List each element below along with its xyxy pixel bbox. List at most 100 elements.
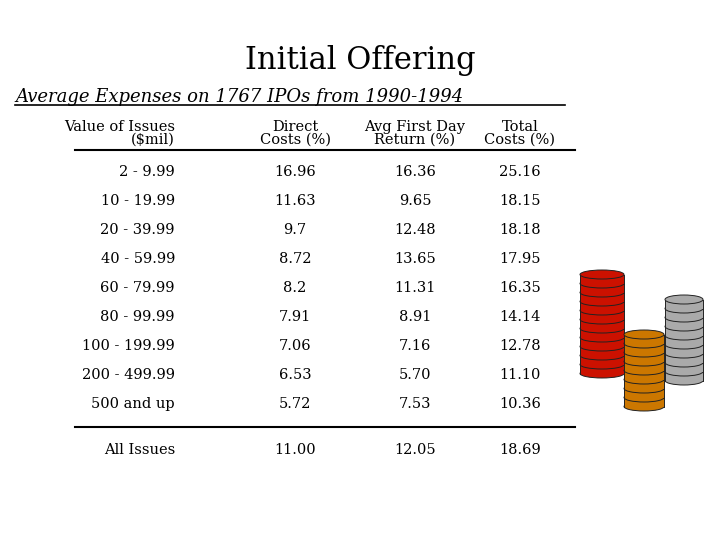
Ellipse shape bbox=[580, 306, 624, 315]
Text: 5.72: 5.72 bbox=[279, 397, 311, 411]
Ellipse shape bbox=[665, 367, 703, 376]
Bar bbox=[665, 335, 703, 345]
Ellipse shape bbox=[624, 402, 664, 411]
Text: 14.14: 14.14 bbox=[499, 310, 541, 324]
Text: 9.65: 9.65 bbox=[399, 194, 431, 208]
Text: 7.91: 7.91 bbox=[279, 310, 311, 324]
Bar bbox=[624, 353, 664, 361]
Text: 7.06: 7.06 bbox=[279, 339, 311, 353]
Bar bbox=[580, 328, 624, 338]
Text: Avg First Day: Avg First Day bbox=[364, 120, 466, 134]
Ellipse shape bbox=[624, 384, 664, 393]
Bar bbox=[665, 354, 703, 362]
Ellipse shape bbox=[624, 375, 664, 384]
Text: 11.10: 11.10 bbox=[499, 368, 541, 382]
Ellipse shape bbox=[580, 324, 624, 333]
Text: 18.15: 18.15 bbox=[499, 194, 541, 208]
Bar bbox=[624, 361, 664, 370]
Text: 12.05: 12.05 bbox=[394, 443, 436, 457]
Bar bbox=[665, 300, 703, 308]
Ellipse shape bbox=[580, 369, 624, 378]
Ellipse shape bbox=[665, 349, 703, 358]
Text: 5.70: 5.70 bbox=[399, 368, 431, 382]
Text: Direct: Direct bbox=[272, 120, 318, 134]
Ellipse shape bbox=[580, 279, 624, 288]
Bar bbox=[665, 372, 703, 381]
Text: 8.2: 8.2 bbox=[284, 281, 307, 295]
Ellipse shape bbox=[580, 360, 624, 369]
Bar bbox=[580, 301, 624, 310]
Text: 80 - 99.99: 80 - 99.99 bbox=[101, 310, 175, 324]
Text: 11.63: 11.63 bbox=[274, 194, 316, 208]
Text: 9.7: 9.7 bbox=[284, 223, 307, 237]
Bar bbox=[580, 310, 624, 320]
Text: 6.53: 6.53 bbox=[279, 368, 311, 382]
Bar bbox=[624, 397, 664, 407]
Text: 10.36: 10.36 bbox=[499, 397, 541, 411]
Ellipse shape bbox=[624, 366, 664, 375]
Text: 16.35: 16.35 bbox=[499, 281, 541, 295]
Bar bbox=[580, 293, 624, 301]
Bar bbox=[665, 362, 703, 372]
Text: 16.36: 16.36 bbox=[394, 165, 436, 179]
Text: 12.48: 12.48 bbox=[394, 223, 436, 237]
Ellipse shape bbox=[624, 357, 664, 366]
Ellipse shape bbox=[580, 288, 624, 297]
Text: 13.65: 13.65 bbox=[394, 252, 436, 266]
Text: 11.31: 11.31 bbox=[395, 281, 436, 295]
Text: 7.16: 7.16 bbox=[399, 339, 431, 353]
Ellipse shape bbox=[665, 331, 703, 340]
Text: 7.53: 7.53 bbox=[399, 397, 431, 411]
Bar bbox=[580, 320, 624, 328]
Text: 16.96: 16.96 bbox=[274, 165, 316, 179]
Text: Return (%): Return (%) bbox=[374, 133, 456, 147]
Ellipse shape bbox=[665, 340, 703, 349]
Text: 17.95: 17.95 bbox=[499, 252, 541, 266]
Text: Average Expenses on 1767 IPOs from 1990-1994: Average Expenses on 1767 IPOs from 1990-… bbox=[15, 88, 463, 106]
Ellipse shape bbox=[580, 270, 624, 279]
Ellipse shape bbox=[665, 313, 703, 322]
Bar bbox=[665, 318, 703, 327]
Ellipse shape bbox=[624, 393, 664, 402]
Text: Total: Total bbox=[502, 120, 539, 134]
Text: 25.16: 25.16 bbox=[499, 165, 541, 179]
Ellipse shape bbox=[580, 315, 624, 324]
Ellipse shape bbox=[665, 295, 703, 304]
Text: 60 - 79.99: 60 - 79.99 bbox=[101, 281, 175, 295]
Text: Costs (%): Costs (%) bbox=[485, 133, 556, 147]
Bar bbox=[580, 338, 624, 347]
Text: 12.78: 12.78 bbox=[499, 339, 541, 353]
Text: 11.00: 11.00 bbox=[274, 443, 316, 457]
Bar bbox=[665, 345, 703, 354]
Ellipse shape bbox=[624, 348, 664, 357]
Text: 20 - 39.99: 20 - 39.99 bbox=[101, 223, 175, 237]
Ellipse shape bbox=[580, 297, 624, 306]
Text: ($mil): ($mil) bbox=[131, 133, 175, 147]
Ellipse shape bbox=[665, 322, 703, 331]
Text: Costs (%): Costs (%) bbox=[259, 133, 330, 147]
Ellipse shape bbox=[665, 304, 703, 313]
Text: 18.69: 18.69 bbox=[499, 443, 541, 457]
Ellipse shape bbox=[665, 358, 703, 367]
Text: 8.91: 8.91 bbox=[399, 310, 431, 324]
Text: 100 - 199.99: 100 - 199.99 bbox=[82, 339, 175, 353]
Text: 500 and up: 500 and up bbox=[91, 397, 175, 411]
Bar bbox=[665, 327, 703, 335]
Bar bbox=[580, 274, 624, 284]
Ellipse shape bbox=[580, 342, 624, 351]
Bar bbox=[624, 388, 664, 397]
Bar bbox=[624, 380, 664, 388]
Text: Value of Issues: Value of Issues bbox=[64, 120, 175, 134]
Bar bbox=[624, 334, 664, 343]
Bar bbox=[580, 355, 624, 364]
Bar bbox=[624, 370, 664, 380]
Text: 200 - 499.99: 200 - 499.99 bbox=[82, 368, 175, 382]
Text: 40 - 59.99: 40 - 59.99 bbox=[101, 252, 175, 266]
Ellipse shape bbox=[580, 351, 624, 360]
Ellipse shape bbox=[624, 339, 664, 348]
Text: All Issues: All Issues bbox=[104, 443, 175, 457]
Text: 2 - 9.99: 2 - 9.99 bbox=[120, 165, 175, 179]
Bar bbox=[624, 343, 664, 353]
Ellipse shape bbox=[580, 333, 624, 342]
Ellipse shape bbox=[665, 376, 703, 385]
